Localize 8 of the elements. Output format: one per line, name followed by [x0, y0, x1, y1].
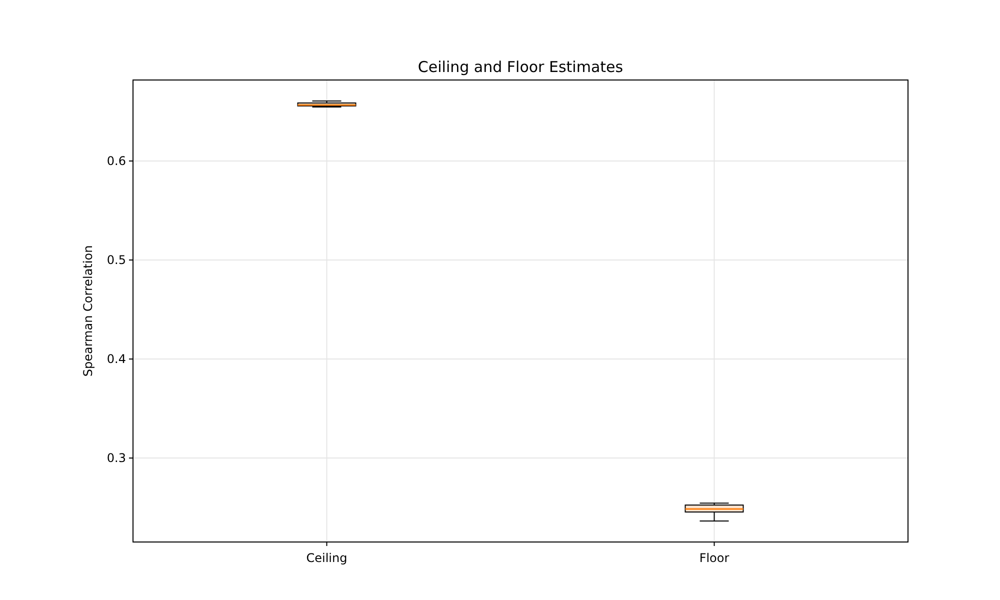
- y-tick-label: 0.4: [106, 352, 126, 366]
- y-tick-label: 0.3: [106, 451, 126, 466]
- y-tick-label: 0.5: [106, 253, 126, 268]
- x-tick-label: Floor: [699, 551, 730, 565]
- y-tick-label: 0.6: [106, 154, 126, 168]
- chart-title: Ceiling and Floor Estimates: [418, 58, 624, 76]
- y-axis-title: Spearman Correlation: [81, 245, 95, 377]
- x-tick-label: Ceiling: [306, 551, 348, 565]
